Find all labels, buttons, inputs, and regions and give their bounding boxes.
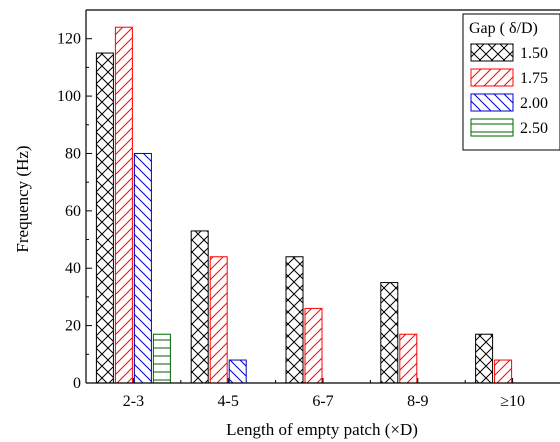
bar-1_75-1 <box>209 256 228 384</box>
legend-title: Gap ( δ/D) <box>469 20 538 37</box>
legend: Gap ( δ/D) 1.50 1.75 2.00 2.50 <box>462 13 560 151</box>
bar-1_50-4 <box>475 333 494 384</box>
y-tick-label: 100 <box>57 88 81 105</box>
legend-swatch-2_00 <box>470 93 514 112</box>
bars-group <box>95 26 513 384</box>
bar-2_00-1 <box>228 359 247 384</box>
y-tick-label: 0 <box>73 375 81 392</box>
x-tick-label: 2-3 <box>123 393 144 410</box>
legend-label: 2.00 <box>520 95 548 112</box>
legend-swatch-2_50 <box>470 118 514 137</box>
bar-2_50-0 <box>152 333 171 384</box>
bar-1_50-2 <box>285 256 304 384</box>
y-tick-label: 20 <box>65 318 81 335</box>
y-tick-label: 120 <box>57 31 81 48</box>
bar-1_75-2 <box>304 307 323 384</box>
y-tick-label: 60 <box>65 203 81 220</box>
bar-2_00-0 <box>133 152 152 384</box>
x-tick-label: ≥10 <box>500 393 525 410</box>
bar-1_75-4 <box>494 359 513 384</box>
bar-1_50-3 <box>380 282 399 384</box>
bar-1_75-0 <box>114 26 133 384</box>
legend-swatch-1_50 <box>470 43 514 62</box>
y-tick-label: 80 <box>65 145 81 162</box>
legend-label: 1.50 <box>520 45 548 62</box>
legend-label: 1.75 <box>520 70 548 87</box>
y-axis-title: Frequency (Hz) <box>13 145 32 252</box>
x-tick-label: 8-9 <box>407 393 428 410</box>
x-tick-label: 6-7 <box>312 393 333 410</box>
x-tick-label: 4-5 <box>218 393 239 410</box>
bar-1_50-0 <box>95 52 114 384</box>
bar-1_50-1 <box>190 230 209 384</box>
bar-1_75-3 <box>399 333 418 384</box>
y-tick-label: 40 <box>65 260 81 277</box>
x-axis-title: Length of empty patch (×D) <box>226 420 418 439</box>
tick-labels-group: 0 20 40 60 80 100 120 2-3 4-5 6-7 8-9 ≥10 <box>57 31 525 410</box>
axes-group <box>85 9 560 384</box>
legend-label: 2.50 <box>520 120 548 137</box>
legend-swatch-1_75 <box>470 68 514 87</box>
